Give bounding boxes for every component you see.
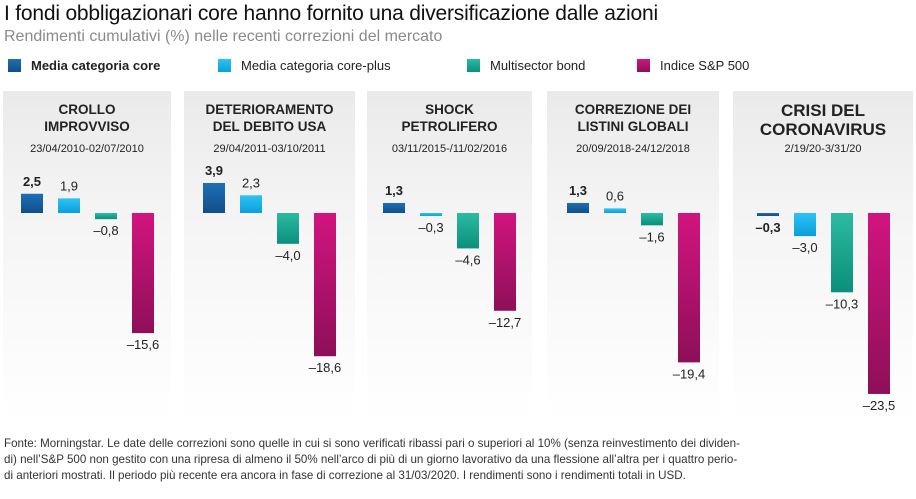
footnote: Fonte: Morningstar. Le date delle correz… (4, 436, 912, 484)
data-label-multisector: –4,0 (275, 248, 300, 263)
panel-title: CORREZIONE DEI LISTINI GLOBALI (547, 101, 719, 135)
panel-date: 03/11/2015-/11/02/2016 (391, 143, 508, 155)
bar-multisector (457, 213, 479, 249)
data-label-multisector: –1,6 (639, 229, 664, 244)
legend-swatch-sp500 (637, 59, 650, 72)
bar-core-plus (604, 208, 626, 213)
bar-sp500 (678, 213, 700, 363)
panel-date: 2/19/20-3/31/20 (784, 143, 862, 155)
bar-core-plus (240, 195, 262, 213)
bar-multisector (831, 213, 853, 293)
panel-title-line: CORREZIONE DEI (574, 102, 692, 117)
data-label-core: –0,3 (755, 220, 780, 235)
panel-chart: 3,9 2,3 –4,0 –18,6 (203, 163, 342, 375)
bar-sp500 (868, 213, 890, 394)
chart-subtitle: Rendimenti cumulativi (%) nelle recenti … (4, 28, 443, 45)
panel-chart: –0,3 –3,0 –10,3 –23,5 (755, 213, 896, 413)
data-label-core-plus: 0,6 (606, 188, 624, 203)
panel-title-line: DETERIORAMENTO (205, 102, 334, 117)
bar-sp500 (494, 213, 516, 311)
data-label-core: 3,9 (205, 163, 223, 178)
bar-sp500 (314, 213, 336, 357)
data-label-sp500: –12,7 (489, 315, 522, 330)
bar-core-plus (420, 213, 442, 216)
panel-date: 23/04/2010-02/07/2010 (30, 143, 144, 155)
panel-title-line: CRISI DEL (780, 101, 866, 120)
panel-title-line: DEL DEBITO USA (212, 119, 327, 134)
legend-label-multisector: Multisector bond (490, 58, 586, 73)
panel-date: 20/09/2018-24/12/2018 (576, 143, 690, 155)
data-label-sp500: –15,6 (127, 337, 160, 352)
panel-title: SHOCK PETROLIFERO (367, 101, 532, 135)
panel-title-line: SHOCK (425, 102, 474, 117)
panel-title-line: CROLLO (58, 102, 116, 117)
legend-label-sp500: Indice S&P 500 (660, 58, 750, 73)
panel-shock-petrolifero: SHOCK PETROLIFERO 03/11/2015-/11/02/2016… (367, 91, 532, 425)
bar-multisector (95, 213, 117, 220)
panel-chart: 2,5 1,9 –0,8 –15,6 (21, 174, 160, 352)
data-label-core: 1,3 (569, 183, 587, 198)
chart-title: I fondi obbligazionari core hanno fornit… (4, 2, 658, 25)
panel-title-line: CORONAVIRUS (759, 120, 887, 139)
data-label-core-plus: 2,3 (242, 175, 260, 190)
panel-title-line: LISTINI GLOBALI (577, 119, 689, 134)
bar-core-plus (58, 198, 80, 213)
panel-date: 29/04/2011-03/10/2011 (213, 143, 326, 155)
panel-title: CRISI DEL CORONAVIRUS (733, 101, 913, 139)
data-label-sp500: –23,5 (863, 398, 896, 413)
data-label-multisector: –0,8 (93, 223, 118, 238)
data-label-sp500: –19,4 (673, 366, 706, 381)
data-label-core-plus: –0,3 (418, 220, 443, 235)
bar-core (567, 202, 589, 213)
data-label-multisector: –4,6 (455, 252, 480, 267)
panel-title: CROLLO IMPROVVISO (3, 101, 171, 135)
footnote-line: di anteriori mostrati. Il periodo più re… (4, 469, 686, 482)
bar-multisector (641, 213, 663, 226)
legend-swatch-core-plus (218, 59, 231, 72)
panel-crollo-improvviso: CROLLO IMPROVVISO 23/04/2010-02/07/2010 … (3, 91, 171, 425)
legend: Media categoria core Media categoria cor… (0, 58, 916, 78)
data-label-sp500: –18,6 (309, 360, 342, 375)
data-label-core-plus: –3,0 (792, 240, 817, 255)
bar-core (21, 193, 43, 213)
legend-label-core: Media categoria core (31, 58, 161, 73)
bar-core (203, 182, 225, 213)
panel-crisi-coronavirus: CRISI DEL CORONAVIRUS 2/19/20-3/31/20 –0… (733, 91, 913, 425)
legend-label-core-plus: Media categoria core-plus (241, 58, 391, 73)
data-label-core: 2,5 (23, 174, 41, 189)
panel-title: DETERIORAMENTO DEL DEBITO USA (184, 101, 355, 135)
bar-core (757, 213, 779, 216)
legend-item-core-plus: Media categoria core-plus (218, 58, 391, 73)
data-label-core: 1,3 (385, 183, 403, 198)
bar-sp500 (132, 213, 154, 334)
bar-multisector (277, 213, 299, 244)
data-label-multisector: –10,3 (826, 296, 859, 311)
panel-chart: 1,3 –0,3 –4,6 –12,7 (383, 183, 522, 330)
legend-item-sp500: Indice S&P 500 (637, 58, 749, 73)
panel-title-line: IMPROVVISO (44, 119, 130, 134)
panel-deterioramento-debito: DETERIORAMENTO DEL DEBITO USA 29/04/2011… (184, 91, 355, 425)
bar-core (383, 202, 405, 213)
bar-core-plus (794, 213, 816, 237)
footnote-line: Fonte: Morningstar. Le date delle correz… (4, 437, 740, 450)
panel-chart: 1,3 0,6 –1,6 –19,4 (567, 183, 706, 381)
data-label-core-plus: 1,9 (60, 178, 78, 193)
footnote-line: di) nell’S&P 500 non gestito con una rip… (4, 453, 738, 466)
panel-correzione-listini: CORREZIONE DEI LISTINI GLOBALI 20/09/201… (547, 91, 719, 425)
legend-swatch-core (8, 59, 21, 72)
legend-swatch-multisector (467, 59, 480, 72)
panel-title-line: PETROLIFERO (401, 119, 498, 134)
legend-item-core: Media categoria core (8, 58, 160, 73)
legend-item-multisector: Multisector bond (467, 58, 585, 73)
